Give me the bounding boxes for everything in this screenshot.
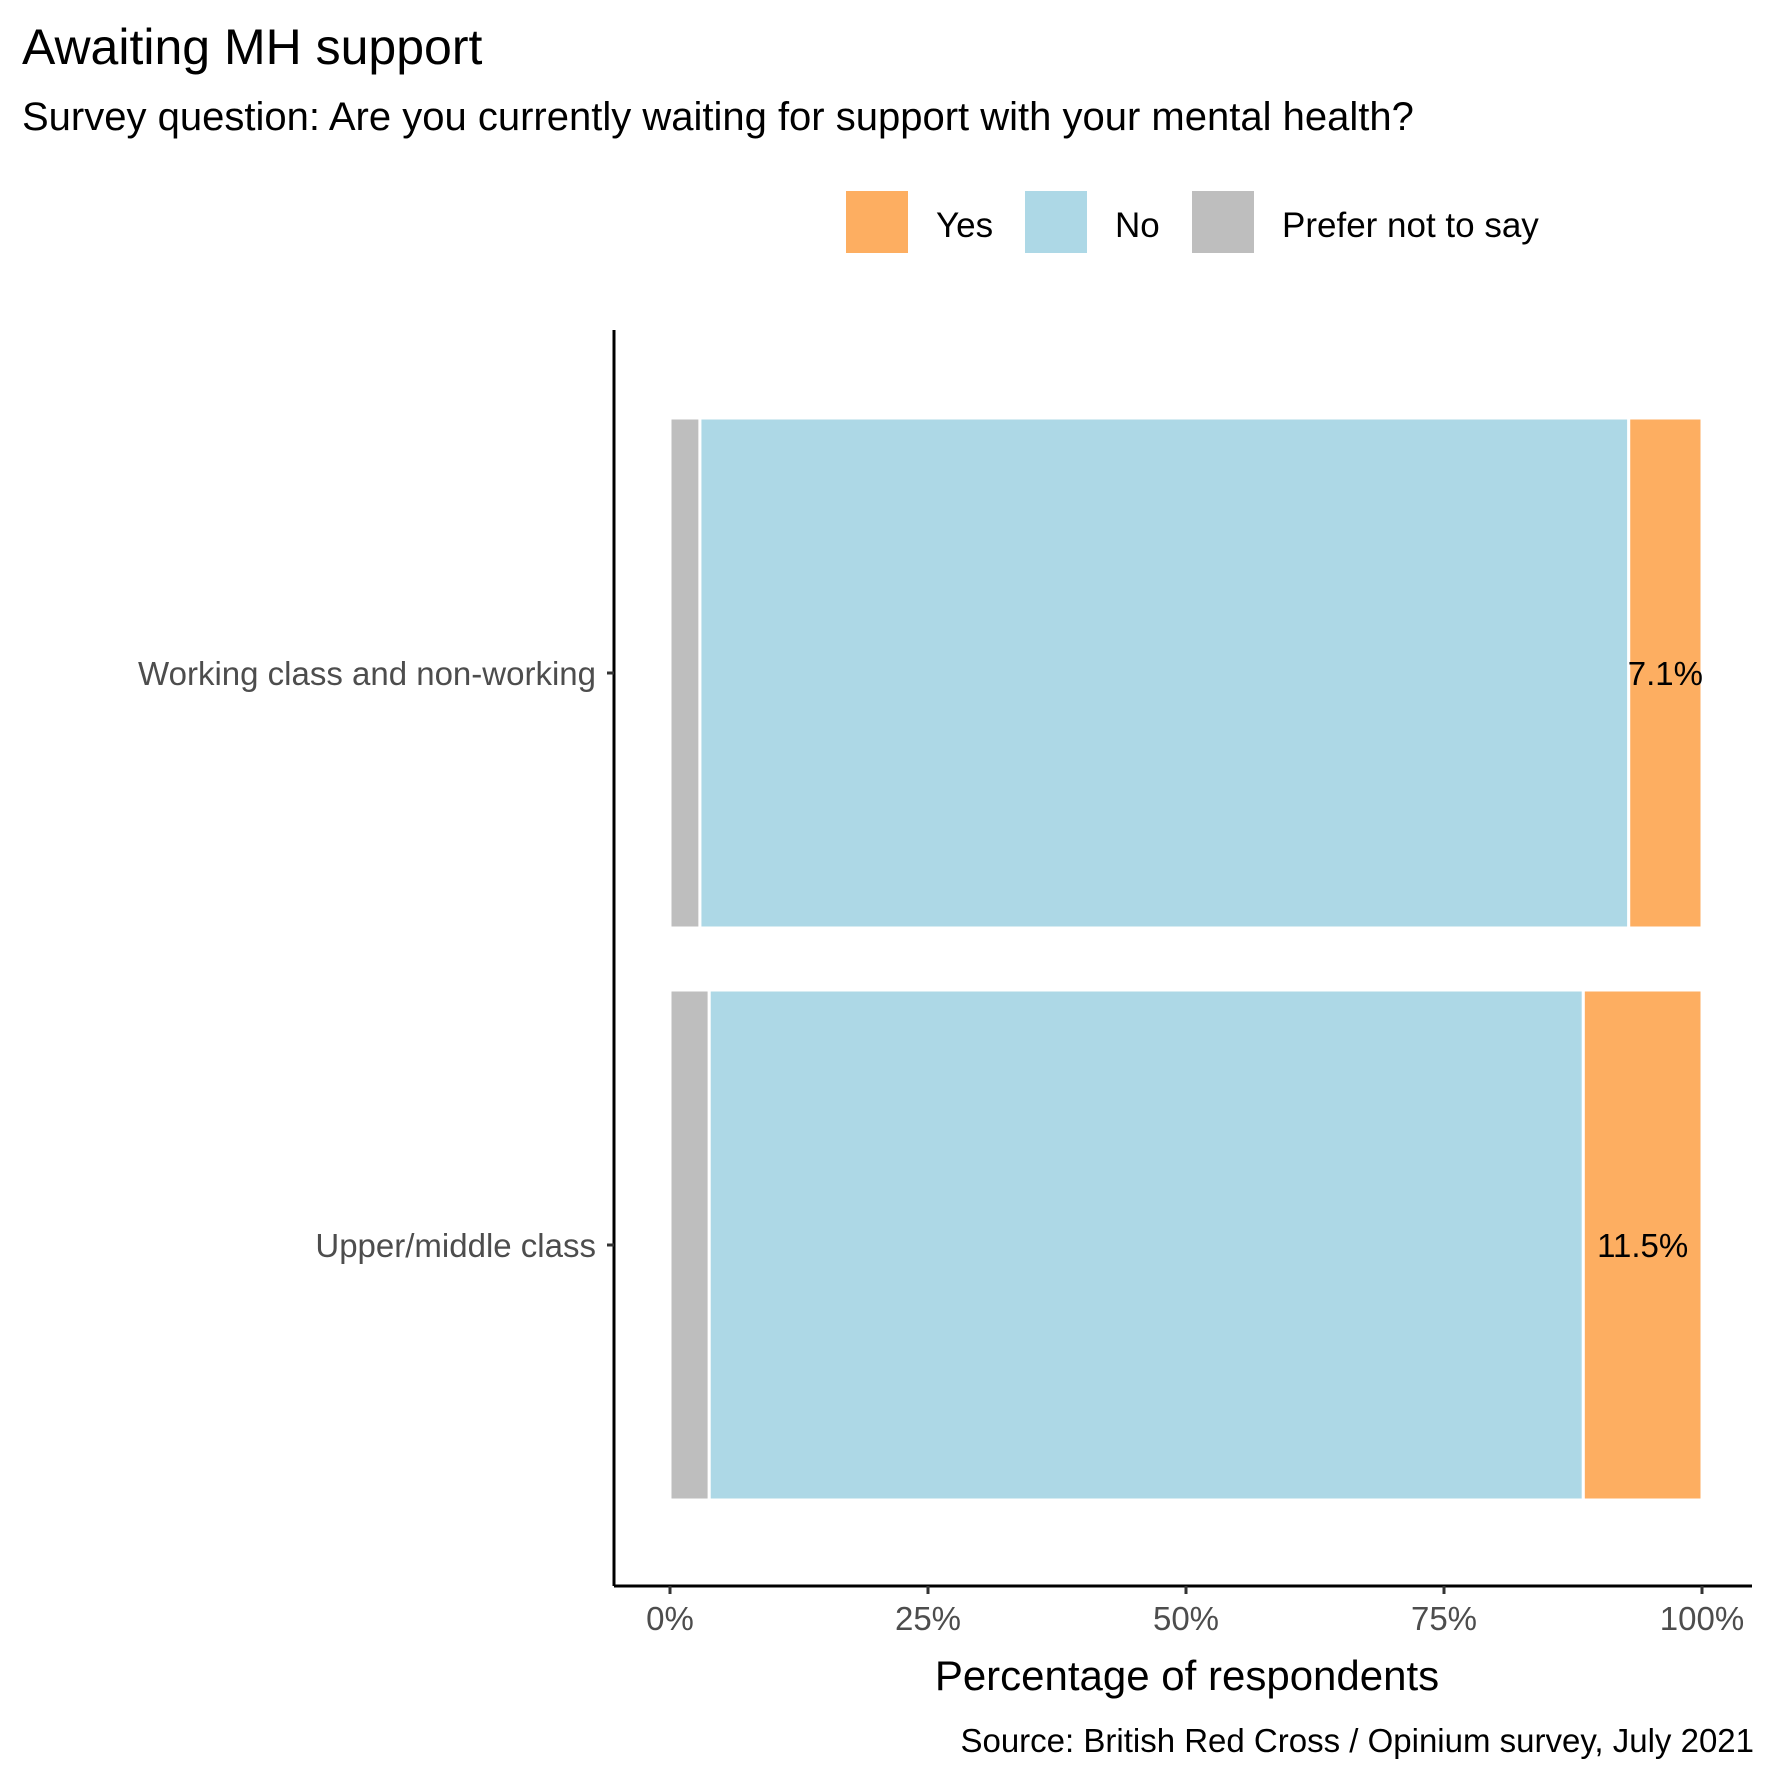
legend-swatch-prefer-not-to-say — [1192, 191, 1254, 253]
x-tick-label: 75% — [1411, 1600, 1477, 1637]
bar-prefer-not-to-say-1 — [668, 416, 702, 930]
x-tick-label: 25% — [895, 1600, 961, 1637]
axes: Working class and non-working Upper/middl… — [138, 330, 1752, 1637]
data-label-yes-2: 11.5% — [1597, 1227, 1688, 1264]
bar-yes-1 — [1627, 416, 1704, 930]
bar-no-2 — [707, 988, 1585, 1502]
data-label-yes-1: 7.1% — [1628, 655, 1703, 692]
x-tick-label: 0% — [646, 1600, 694, 1637]
x-axis-title: Percentage of respondents — [935, 1652, 1439, 1699]
y-tick-label: Upper/middle class — [315, 1227, 596, 1264]
legend-label-prefer-not-to-say: Prefer not to say — [1282, 206, 1539, 245]
x-tick-label: 100% — [1660, 1600, 1744, 1637]
source-caption: Source: British Red Cross / Opinium surv… — [960, 1722, 1754, 1759]
chart-subtitle: Survey question: Are you currently waiti… — [22, 95, 1414, 139]
bar-no-1 — [698, 416, 1631, 930]
legend-swatch-no — [1025, 191, 1087, 253]
bar-group — [668, 416, 1704, 1502]
legend-label-yes: Yes — [936, 206, 993, 245]
x-tick-label: 50% — [1153, 1600, 1219, 1637]
legend: Yes No Prefer not to say — [846, 191, 1539, 253]
bar-prefer-not-to-say-2 — [668, 988, 711, 1502]
chart-title: Awaiting MH support — [22, 19, 483, 75]
y-tick-label: Working class and non-working — [138, 655, 596, 692]
legend-label-no: No — [1115, 206, 1160, 245]
data-label-group: 7.1% 11.5% — [1597, 655, 1703, 1264]
legend-swatch-yes — [846, 191, 908, 253]
bar-yes-2 — [1581, 988, 1704, 1502]
